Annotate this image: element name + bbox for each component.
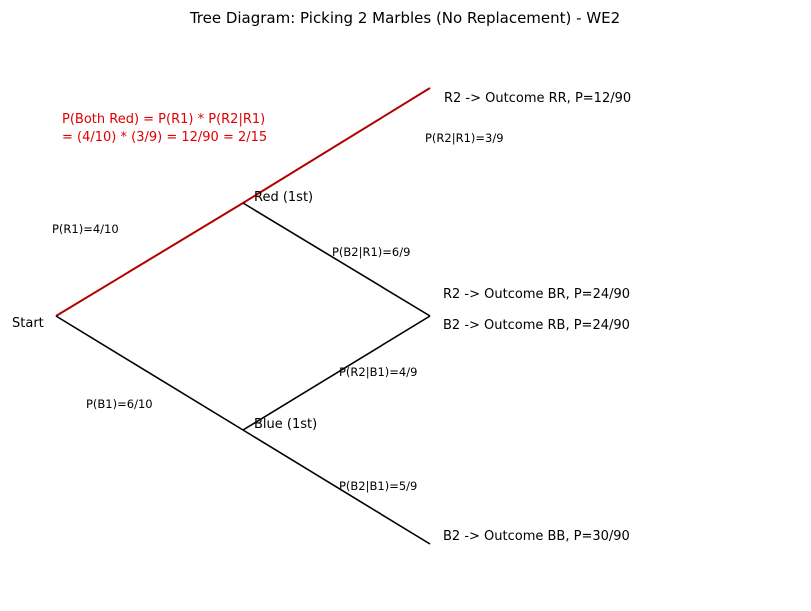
diagram-title: Tree Diagram: Picking 2 Marbles (No Repl… <box>189 9 620 27</box>
branch-start-to-blue <box>55 315 244 431</box>
branch-start-to-red <box>55 202 244 317</box>
prob-b1-label: P(B1)=6/10 <box>86 397 153 411</box>
node-red-first-label: Red (1st) <box>254 190 313 205</box>
outcome-bb-label: B2 -> Outcome BB, P=30/90 <box>443 529 630 544</box>
prob-r1-label: P(R1)=4/10 <box>52 222 119 236</box>
prob-r2-given-b1-label: P(R2|B1)=4/9 <box>339 365 417 379</box>
branch-red-to-rb <box>242 202 431 317</box>
outcome-br-label: R2 -> Outcome BR, P=24/90 <box>443 287 630 302</box>
branch-blue-to-bb <box>242 429 431 545</box>
prob-r2-given-r1-label: P(R2|R1)=3/9 <box>425 131 504 145</box>
annotation-line-1: P(Both Red) = P(R1) * P(R2|R1) <box>62 112 265 127</box>
prob-b2-given-r1-label: P(B2|R1)=6/9 <box>332 245 410 259</box>
annotation-line-2: = (4/10) * (3/9) = 12/90 = 2/15 <box>62 130 267 145</box>
node-blue-first-label: Blue (1st) <box>254 417 317 432</box>
branch-red-to-rr <box>242 87 431 204</box>
node-start-label: Start <box>12 316 44 331</box>
outcome-rr-label: R2 -> Outcome RR, P=12/90 <box>444 91 631 106</box>
branch-blue-to-br <box>242 315 431 431</box>
prob-b2-given-b1-label: P(B2|B1)=5/9 <box>339 479 417 493</box>
outcome-rb-label: B2 -> Outcome RB, P=24/90 <box>443 318 630 333</box>
